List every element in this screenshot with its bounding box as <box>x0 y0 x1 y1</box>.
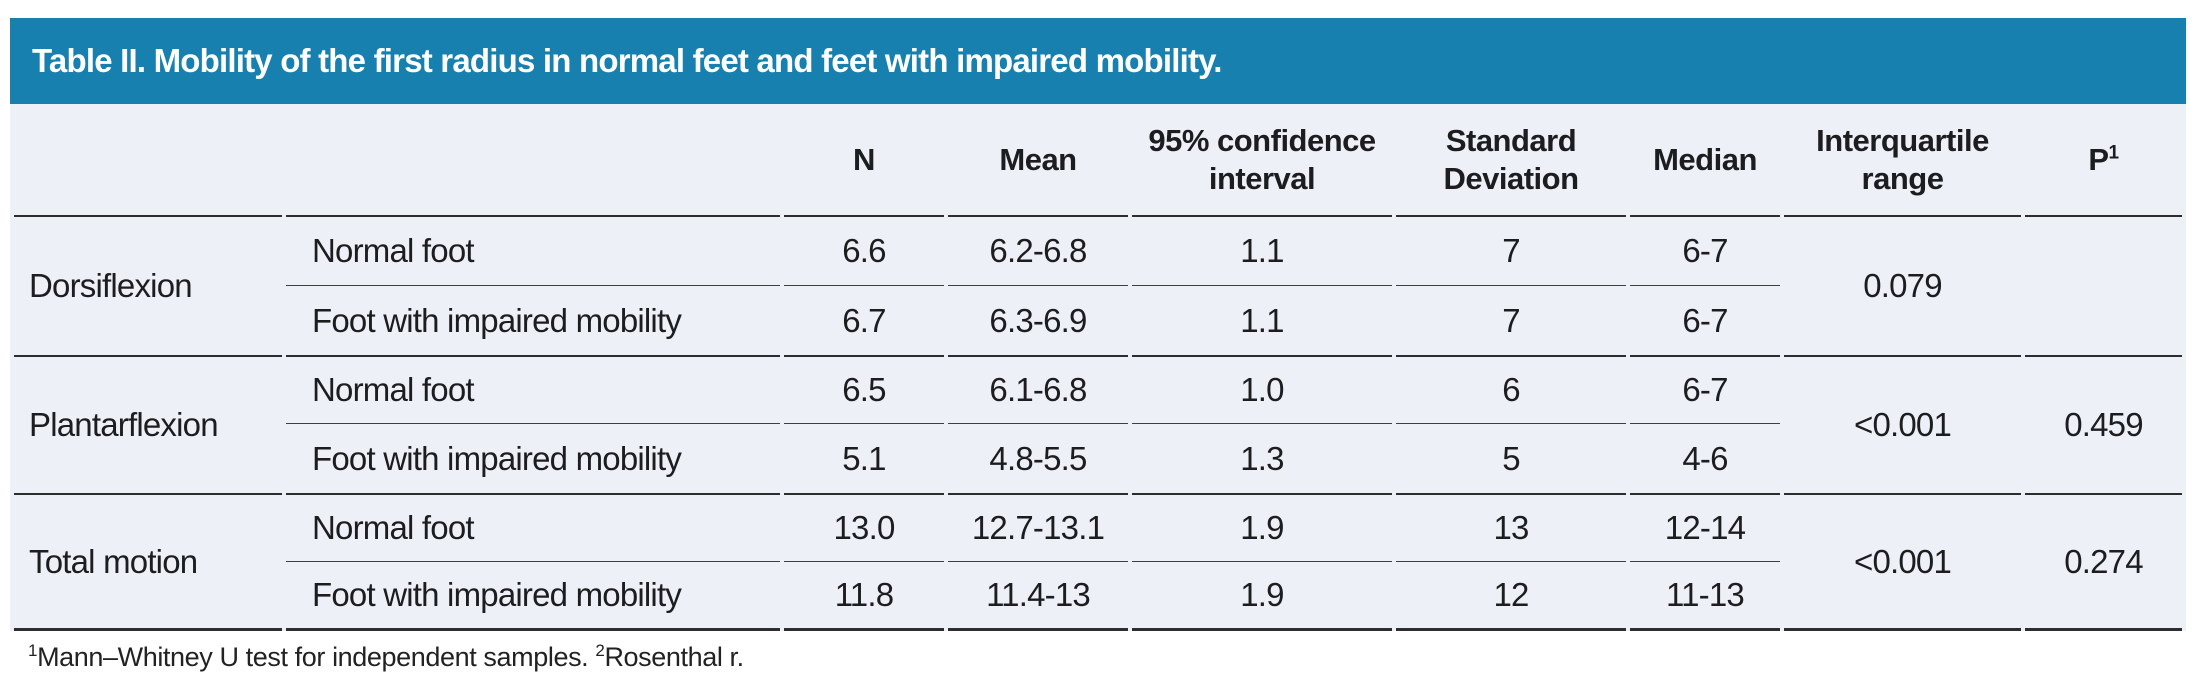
n-cell: 6.6 <box>784 217 944 286</box>
col-header-ci: 95% confidence interval <box>1132 104 1392 217</box>
table-title: Table II. Mobility of the first radius i… <box>32 42 1222 79</box>
condition-cell: Foot with impaired mobility <box>286 562 780 631</box>
p-cell: 0.274 <box>2025 493 2182 631</box>
mean-cell: 11.4-13 <box>948 562 1128 631</box>
header-spacer-condition <box>286 104 780 217</box>
ci-cell: 1.0 <box>1132 355 1392 424</box>
col-header-n: N <box>784 104 944 217</box>
median-cell: 6-7 <box>1630 355 1780 424</box>
col-header-median: Median <box>1630 104 1780 217</box>
ci-cell: 1.9 <box>1132 493 1392 562</box>
condition-cell: Normal foot <box>286 493 780 562</box>
table-row: Dorsiflexion Normal foot 6.6 6.2-6.8 1.1… <box>14 217 2182 304</box>
median-cell: 11-13 <box>1630 562 1780 631</box>
sd-cell: 6 <box>1396 355 1626 424</box>
table-row: Foot with impaired mobility 11.8 11.4-13… <box>14 562 2182 631</box>
ci-cell: 1.3 <box>1240 439 1284 477</box>
header-row: N Mean 95% confidence interval Standard … <box>14 104 2182 217</box>
footnote-text-2: Rosenthal r. <box>604 642 744 672</box>
condition-cell: Normal foot <box>286 217 780 286</box>
table-row: Plantarflexion Normal foot 6.5 6.1-6.8 1… <box>14 355 2182 443</box>
iqr-cell: 0.079 <box>1863 267 1942 304</box>
sd-cell: 12 <box>1396 562 1626 631</box>
p-superscript: 1 <box>2108 142 2120 164</box>
ci-cell: 1.1 <box>1132 217 1392 286</box>
n-cell: 6.5 <box>784 355 944 424</box>
footnote-text-1: Mann–Whitney U test for independent samp… <box>37 642 596 672</box>
group-label-total-motion: Total motion <box>14 493 282 631</box>
mean-cell: 6.2-6.8 <box>948 217 1128 286</box>
p-cell <box>2025 217 2182 355</box>
mean-cell: 12.7-13.1 <box>948 493 1128 562</box>
table-row: Total motion Normal foot 13.0 12.7-13.1 … <box>14 493 2182 631</box>
mean-cell: 6.3-6.9 <box>989 301 1087 339</box>
col-header-p: P1 <box>2025 104 2182 217</box>
footnote-superscript-2: 2 <box>595 641 605 660</box>
table-container: Table II. Mobility of the first radius i… <box>10 18 2186 673</box>
mean-cell: 4.8-5.5 <box>989 439 1087 477</box>
condition-cell: Normal foot <box>286 355 780 424</box>
n-cell: 6.7 <box>842 301 886 339</box>
sd-cell: 13 <box>1396 493 1626 562</box>
table-row: Foot with impaired mobility 5.1 4.8-5.5 … <box>14 424 2182 493</box>
ci-cell: 1.9 <box>1132 562 1392 631</box>
group-label-plantarflexion: Plantarflexion <box>14 355 282 493</box>
n-cell: 5.1 <box>842 439 886 477</box>
median-cell: 4-6 <box>1682 439 1728 477</box>
median-cell: 12-14 <box>1630 493 1780 562</box>
col-header-iqr: Interquartile range <box>1784 104 2021 217</box>
col-header-sd: Standard Deviation <box>1396 104 1626 217</box>
iqr-cell: <0.001 <box>1784 355 2021 493</box>
condition-cell: Foot with impaired mobility <box>312 301 682 339</box>
table-title-bar: Table II. Mobility of the first radius i… <box>10 18 2186 104</box>
group-label-dorsiflexion: Dorsiflexion <box>29 267 193 304</box>
sd-cell: 7 <box>1502 301 1520 339</box>
mean-cell: 6.1-6.8 <box>948 355 1128 424</box>
condition-cell: Foot with impaired mobility <box>312 439 682 477</box>
mobility-table: N Mean 95% confidence interval Standard … <box>10 104 2186 631</box>
table-footnote: 1Mann–Whitney U test for independent sam… <box>10 631 2186 673</box>
median-cell: 6-7 <box>1630 217 1780 286</box>
header-spacer-group <box>14 104 282 217</box>
sd-cell: 7 <box>1396 217 1626 286</box>
iqr-cell: <0.001 <box>1784 493 2021 631</box>
table-row: Foot with impaired mobility 6.7 6.3-6.9 … <box>14 286 2182 355</box>
median-cell: 6-7 <box>1682 301 1728 339</box>
footnote-superscript-1: 1 <box>28 641 38 660</box>
sd-cell: 5 <box>1502 439 1520 477</box>
n-cell: 13.0 <box>784 493 944 562</box>
col-header-mean: Mean <box>948 104 1128 217</box>
ci-cell: 1.1 <box>1240 301 1284 339</box>
p-cell: 0.459 <box>2025 355 2182 493</box>
n-cell: 11.8 <box>784 562 944 631</box>
